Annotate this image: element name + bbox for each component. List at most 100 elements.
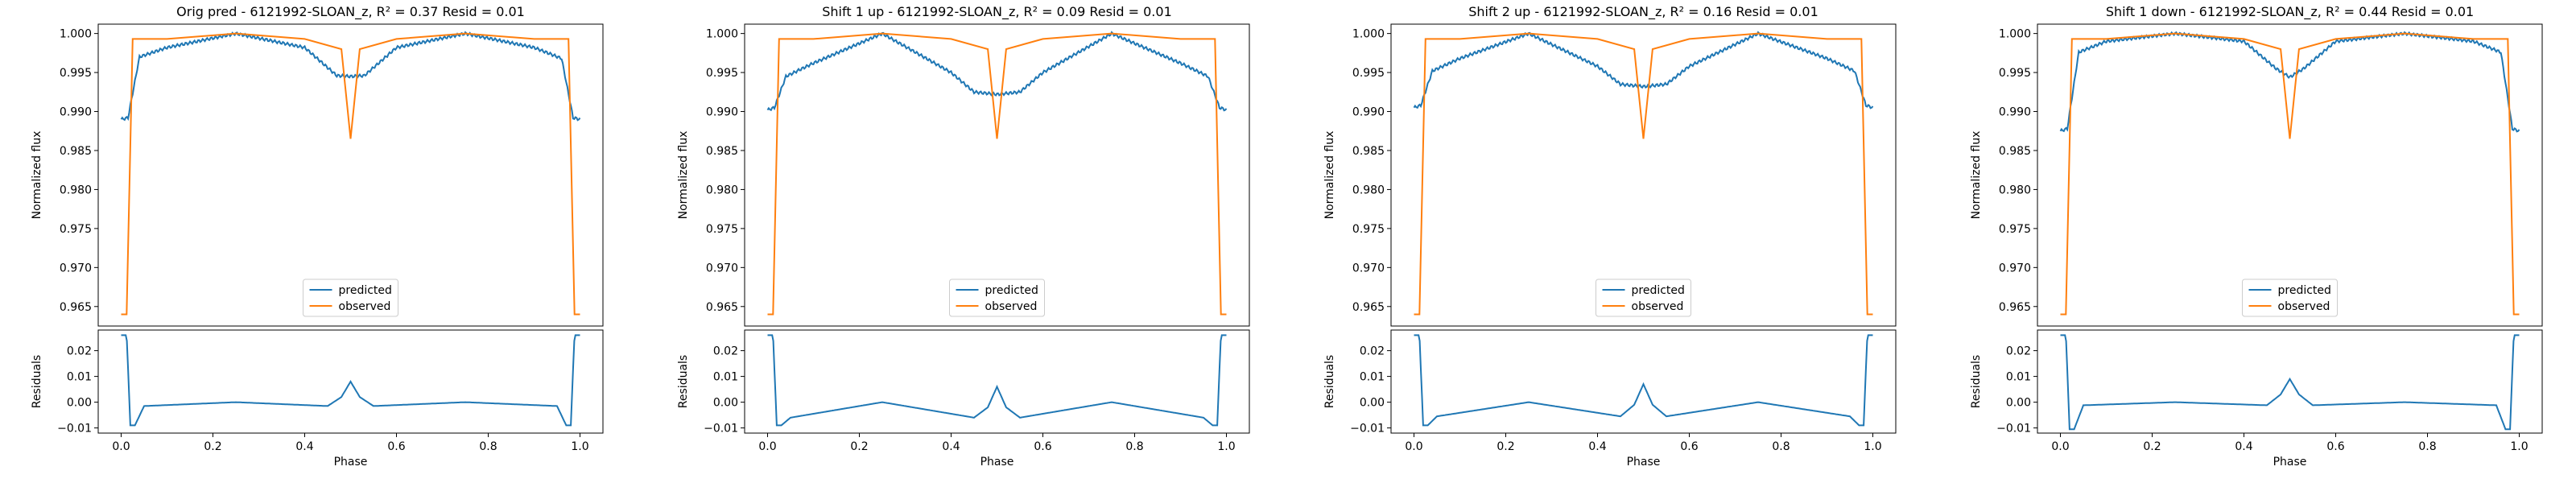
x-tick-label: 1.0 — [1864, 440, 1881, 453]
panel-1: Orig pred - 6121992-SLOAN_z, R² = 0.37 R… — [31, 4, 604, 469]
series-line-observed — [1414, 32, 1873, 316]
y-tick-label: 0.985 — [1352, 145, 1385, 158]
series-line-observed — [767, 32, 1227, 316]
y-tick-label: 0.985 — [60, 145, 92, 158]
y-axis-label: Normalized flux — [1323, 131, 1336, 220]
main-axes-frame — [744, 23, 1250, 327]
residual-line — [767, 334, 1227, 427]
y-tick-label: 0.980 — [706, 184, 738, 196]
x-axis-label: Phase — [1627, 456, 1661, 469]
x-axis-label: Phase — [334, 456, 368, 469]
y-axis-label: Normalized flux — [677, 131, 690, 220]
x-tick-label: 0.8 — [479, 440, 497, 453]
res-y-tick-label: 0.01 — [2006, 371, 2031, 384]
res-axes-frame — [744, 329, 1250, 434]
y-tick-label: 0.990 — [706, 106, 738, 119]
y-tick-label: 1.000 — [1999, 28, 2031, 41]
x-tick-label: 0.0 — [758, 440, 776, 453]
residual-line — [121, 334, 580, 427]
res-y-tick-label: 0.00 — [67, 397, 92, 410]
legend: predicted observed — [1596, 279, 1691, 317]
res-y-tick-label: 0.00 — [713, 397, 738, 410]
panel-3: Shift 2 up - 6121992-SLOAN_z, R² = 0.16 … — [1323, 4, 1897, 469]
y-tick-label: 0.970 — [1999, 262, 2031, 275]
res-y-tick-label: 0.02 — [1360, 345, 1385, 358]
series-line-predicted — [1413, 31, 1874, 109]
x-tick-label: 0.2 — [204, 440, 221, 453]
series-group — [1413, 31, 1874, 316]
res-y-tick-label: 0.01 — [67, 371, 92, 384]
y-axis-label: Normalized flux — [31, 131, 43, 220]
series-group — [2059, 31, 2520, 316]
legend-label-observed: observed — [339, 300, 391, 313]
y-tick-label: 1.000 — [60, 28, 92, 41]
x-tick-label: 0.6 — [1680, 440, 1698, 453]
chart-title: Shift 1 up - 6121992-SLOAN_z, R² = 0.09 … — [822, 4, 1172, 20]
res-y-tick-label: 0.01 — [1360, 371, 1385, 384]
y-tick-label: 1.000 — [1352, 28, 1385, 41]
res-y-axis-label: Residuals — [31, 355, 43, 408]
series-line-predicted — [2059, 31, 2520, 133]
x-tick-label: 1.0 — [2510, 440, 2528, 453]
residual-group — [2060, 334, 2520, 431]
main-axes-frame — [97, 23, 604, 327]
y-tick-label: 0.965 — [706, 301, 738, 314]
y-tick-label: 0.970 — [706, 262, 738, 275]
x-tick-label: 0.4 — [942, 440, 960, 453]
res-axes-frame — [1390, 329, 1897, 434]
y-tick-label: 0.970 — [1352, 262, 1385, 275]
y-tick-label: 1.000 — [706, 28, 738, 41]
y-tick-label: 0.975 — [1999, 223, 2031, 236]
legend-label-predicted: predicted — [339, 284, 392, 297]
residual-group — [1414, 334, 1873, 427]
residual-line — [2060, 334, 2520, 431]
y-tick-label: 0.995 — [706, 67, 738, 80]
res-y-tick-label: −0.01 — [1996, 423, 2031, 436]
x-tick-label: 0.4 — [1588, 440, 1606, 453]
y-tick-label: 0.990 — [1999, 106, 2031, 119]
y-tick-label: 0.965 — [1999, 301, 2031, 314]
x-tick-label: 0.0 — [1405, 440, 1422, 453]
series-line-observed — [2060, 32, 2520, 316]
res-y-tick-label: 0.00 — [1360, 397, 1385, 410]
x-tick-label: 1.0 — [571, 440, 588, 453]
x-tick-label: 0.0 — [112, 440, 130, 453]
series-group — [120, 31, 581, 316]
res-y-tick-label: 0.00 — [2006, 397, 2031, 410]
residual-group — [121, 334, 580, 427]
x-tick-label: 0.4 — [295, 440, 313, 453]
y-tick-label: 0.995 — [1352, 67, 1385, 80]
x-axis-label: Phase — [2273, 456, 2307, 469]
y-axis-label: Normalized flux — [1970, 131, 1983, 220]
residual-group — [767, 334, 1227, 427]
series-group — [766, 31, 1228, 316]
series-line-predicted — [766, 31, 1228, 112]
y-tick-label: 0.975 — [1352, 223, 1385, 236]
res-y-tick-label: 0.02 — [713, 345, 738, 358]
legend: predicted observed — [303, 279, 398, 317]
legend-label-predicted: predicted — [1632, 284, 1685, 297]
y-tick-label: 0.980 — [60, 184, 92, 196]
res-y-axis-label: Residuals — [1323, 355, 1336, 408]
series-line-predicted — [120, 31, 581, 122]
res-y-axis-label: Residuals — [677, 355, 690, 408]
res-axes-frame — [97, 329, 604, 434]
legend-label-observed: observed — [2278, 300, 2330, 313]
x-tick-label: 0.2 — [1496, 440, 1514, 453]
res-axes-frame — [2037, 329, 2543, 434]
y-tick-label: 0.970 — [60, 262, 92, 275]
res-y-tick-label: −0.01 — [1350, 423, 1385, 436]
res-y-tick-label: 0.02 — [67, 345, 92, 358]
x-tick-label: 0.6 — [387, 440, 405, 453]
y-tick-label: 0.980 — [1999, 184, 2031, 196]
x-tick-label: 0.0 — [2051, 440, 2069, 453]
legend-box — [949, 279, 1045, 317]
y-tick-label: 0.975 — [60, 223, 92, 236]
chart-title: Shift 2 up - 6121992-SLOAN_z, R² = 0.16 … — [1468, 4, 1818, 20]
panel-4: Shift 1 down - 6121992-SLOAN_z, R² = 0.4… — [1970, 4, 2543, 469]
series-line-observed — [121, 32, 580, 316]
x-tick-label: 0.2 — [850, 440, 868, 453]
legend-box — [303, 279, 398, 317]
legend-box — [2242, 279, 2338, 317]
main-axes-frame — [2037, 23, 2543, 327]
